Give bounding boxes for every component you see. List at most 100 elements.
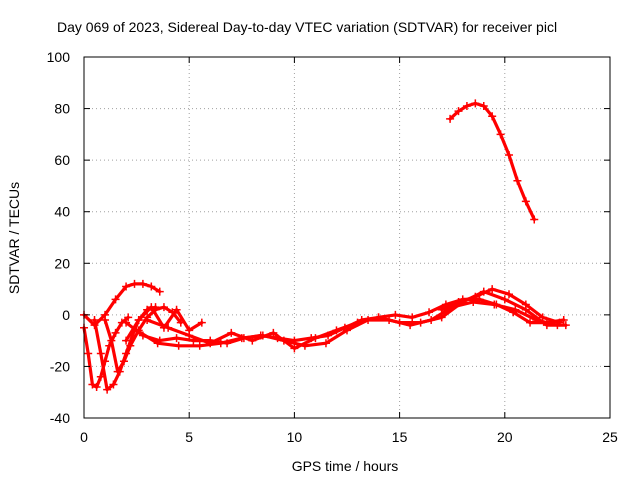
data-point-marker (542, 321, 551, 330)
series-sat-mid-wave (122, 303, 206, 345)
data-point-marker (107, 336, 116, 345)
data-point-marker (446, 114, 455, 123)
y-tick-label: 60 (54, 152, 70, 168)
data-point-marker (159, 323, 168, 332)
data-point-marker (462, 101, 471, 110)
x-tick-label: 10 (287, 429, 303, 445)
y-tick-label: 100 (47, 49, 71, 65)
data-point-marker (454, 107, 463, 116)
data-point-marker (559, 316, 568, 325)
data-point-marker (526, 318, 535, 327)
data-point-marker (155, 287, 164, 296)
data-point-marker (111, 328, 120, 337)
data-point-marker (92, 383, 101, 392)
y-axis-label: SDTVAR / TECUs (6, 182, 22, 294)
data-point-marker (147, 303, 156, 312)
data-point-marker (471, 292, 480, 301)
data-point-marker (488, 112, 497, 121)
y-tick-label: 80 (54, 101, 70, 117)
x-tick-label: 25 (602, 429, 618, 445)
y-tick-label: -40 (50, 410, 70, 426)
y-tick-label: 20 (54, 255, 70, 271)
data-point-marker (124, 313, 133, 322)
data-point-marker (159, 303, 168, 312)
data-point-marker (454, 297, 463, 306)
data-point-marker (130, 279, 139, 288)
data-point-marker (425, 308, 434, 317)
series-sat-late-lobe (437, 285, 564, 327)
x-tick-label: 0 (80, 429, 88, 445)
data-point-marker (437, 313, 446, 322)
data-point-marker (530, 215, 539, 224)
x-tick-label: 5 (185, 429, 193, 445)
x-tick-label: 20 (497, 429, 513, 445)
data-point-marker (561, 321, 570, 330)
data-point-marker (511, 305, 520, 314)
x-tick-labels: 0 5 10 15 20 25 (80, 429, 618, 445)
chart-title: Day 069 of 2023, Sidereal Day-to-day VTE… (57, 19, 557, 35)
data-point-marker (185, 326, 194, 335)
data-point-marker (84, 349, 93, 358)
series-sat-high-arc (446, 99, 539, 224)
data-point-marker (122, 318, 131, 327)
series-line (440, 287, 562, 325)
data-point-marker (321, 339, 330, 348)
data-point-marker (109, 380, 118, 389)
data-point-marker (269, 328, 278, 337)
data-point-marker (311, 334, 320, 343)
data-point-marker (96, 349, 105, 358)
data-point-marker (153, 339, 162, 348)
data-point-marker (103, 385, 112, 394)
data-point-marker (111, 295, 120, 304)
data-point-marker (126, 341, 135, 350)
data-point-marker (505, 150, 514, 159)
data-point-marker (488, 285, 497, 294)
data-point-marker (290, 344, 299, 353)
data-point-marker (172, 334, 181, 343)
data-point-marker (227, 328, 236, 337)
data-point-marker (174, 341, 183, 350)
data-point-marker (395, 318, 404, 327)
series-sat-low-band-3 (143, 287, 570, 353)
data-point-marker (416, 318, 425, 327)
axis-ticks (83, 56, 611, 419)
data-point-marker (500, 295, 509, 304)
data-point-marker (538, 313, 547, 322)
data-point-marker (408, 313, 417, 322)
data-point-marker (147, 282, 156, 291)
data-point-marker (90, 316, 99, 325)
data-point-marker (248, 336, 257, 345)
data-point-marker (479, 101, 488, 110)
data-point-marker (469, 297, 478, 306)
data-point-marker (88, 380, 97, 389)
data-point-marker (119, 357, 128, 366)
y-tick-label: 0 (62, 307, 70, 323)
data-point-marker (437, 305, 446, 314)
data-series (80, 99, 570, 394)
data-point-marker (353, 318, 362, 327)
data-point-marker (197, 318, 206, 327)
data-point-marker (101, 316, 110, 325)
data-point-marker (391, 310, 400, 319)
data-point-marker (122, 336, 131, 345)
data-point-marker (521, 300, 530, 309)
y-tick-labels: -40 -20 0 20 40 60 80 100 (47, 49, 71, 426)
data-point-marker (332, 326, 341, 335)
data-point-marker (138, 279, 147, 288)
data-point-marker (206, 339, 215, 348)
data-point-marker (471, 99, 480, 108)
data-point-marker (521, 197, 530, 206)
x-tick-label: 15 (392, 429, 408, 445)
data-point-marker (505, 290, 514, 299)
data-point-marker (555, 318, 564, 327)
data-point-marker (134, 316, 143, 325)
grid-lines (84, 57, 610, 418)
data-point-marker (195, 341, 204, 350)
data-point-marker (143, 316, 152, 325)
data-point-marker (216, 339, 225, 348)
data-point-marker (496, 130, 505, 139)
data-point-marker (490, 300, 499, 309)
data-point-marker (122, 282, 131, 291)
